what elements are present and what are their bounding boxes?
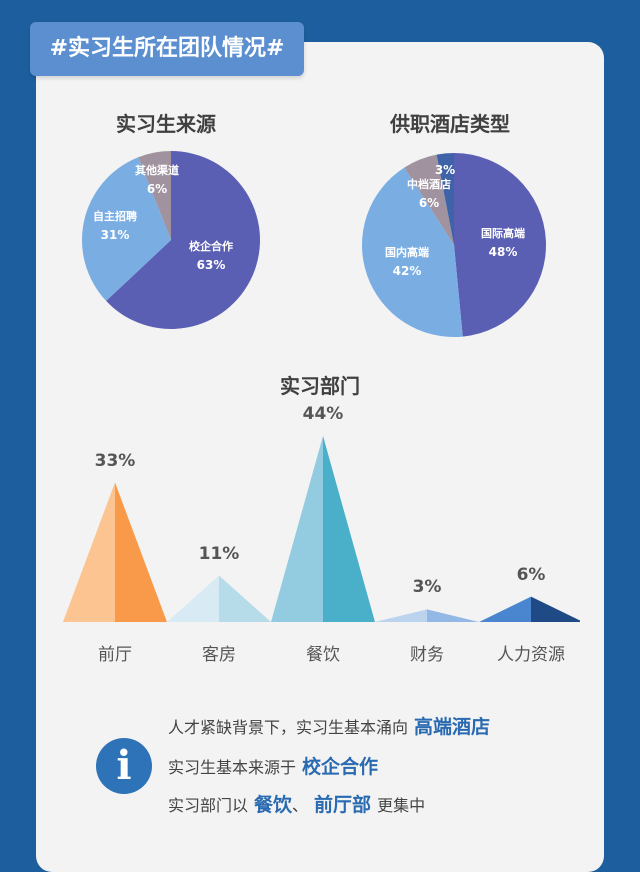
pie2-slice-label-2: 中档酒店 (407, 177, 451, 191)
pie2-slice-label-1: 国内高端 (385, 245, 429, 259)
pie1-slice-label-1: 自主招聘 (93, 209, 137, 223)
dept-value-0: 33% (94, 450, 136, 471)
pie2-title: 供职酒店类型 (390, 112, 510, 136)
pie2-slice-label-0: 国际高端 (481, 226, 525, 240)
pie1-slice-value-0: 63% (197, 258, 226, 272)
info-line-2-text: 实习生基本来源于 (168, 758, 297, 777)
pie1-slice-value-1: 31% (101, 228, 130, 242)
dept-bar-right-4 (531, 596, 580, 622)
pie2-slice-0 (454, 153, 547, 337)
pie2-slice-value-0: 48% (489, 245, 518, 259)
pie2-slice-3 (436, 153, 454, 245)
section-tag: #实习生所在团队情况# (30, 22, 304, 76)
dept-value-3: 3% (412, 577, 442, 598)
dept-value-2: 44% (302, 404, 344, 424)
pie1-slice-1 (81, 157, 171, 301)
dept-bar-left-3 (375, 609, 427, 622)
pie-chart-source: 校企合作 63% 自主招聘 31% 其他渠道 6% (81, 151, 260, 329)
pie-chart-hotel-type: 国际高端 48% 国内高端 42% 中档酒店 6% 3% (362, 153, 547, 337)
dept-label-0: 前厅 (98, 645, 132, 665)
pie1-slice-label-2: 其他渠道 (135, 163, 179, 177)
bar-title: 实习部门 (280, 374, 360, 398)
dept-value-1: 11% (198, 543, 240, 564)
info-line-1: 人才紧缺背景下，实习生基本涌向 高端酒店 (168, 712, 496, 739)
dept-bar-left-1 (167, 575, 219, 622)
dept-value-4: 6% (516, 564, 546, 585)
pie1-slice-label-0: 校企合作 (189, 239, 233, 253)
dept-bar-right-3 (427, 609, 479, 622)
info-line-1-text: 人才紧缺背景下，实习生基本涌向 (168, 718, 409, 737)
dept-bar-right-2 (323, 436, 375, 622)
info-line-2: 实习生基本来源于 校企合作 (168, 752, 384, 779)
dept-bar-right-0 (115, 482, 167, 622)
pie1-slice-value-2: 6% (147, 182, 167, 196)
info-highlight-school: 校企合作 (302, 756, 379, 778)
pie2-slice-1 (362, 167, 463, 337)
pie2-slice-value-3: 3% (435, 163, 455, 177)
pie1-title: 实习生来源 (116, 112, 216, 136)
pie2-slice-value-2: 6% (419, 196, 439, 210)
pie2-slice-2 (404, 154, 454, 245)
dept-bar-right-1 (219, 575, 271, 622)
info-highlight-front-office: 前厅部 (314, 794, 372, 816)
dept-label-1: 客房 (202, 645, 236, 665)
info-highlight-catering: 餐饮 (254, 794, 293, 816)
dept-bar-left-4 (479, 596, 531, 622)
dept-label-4: 人力资源 (497, 645, 565, 665)
dept-label-3: 财务 (410, 645, 444, 665)
dept-bar-left-2 (271, 436, 323, 622)
dept-bar-left-0 (63, 482, 115, 622)
info-highlight-high-end: 高端酒店 (414, 716, 491, 738)
department-chart (63, 436, 580, 622)
info-line-3-text: 实习部门以 (168, 796, 249, 815)
dept-label-2: 餐饮 (306, 645, 340, 665)
info-line-3: 实习部门以 餐饮、 前厅部 更集中 (168, 790, 425, 817)
info-icon: i (96, 738, 152, 794)
pie1-slice-2 (138, 151, 171, 240)
pie1-slice-0 (106, 151, 260, 329)
info-separator: 、 (292, 796, 309, 815)
info-line-3-end: 更集中 (377, 796, 426, 815)
pie2-slice-value-1: 42% (393, 264, 422, 278)
